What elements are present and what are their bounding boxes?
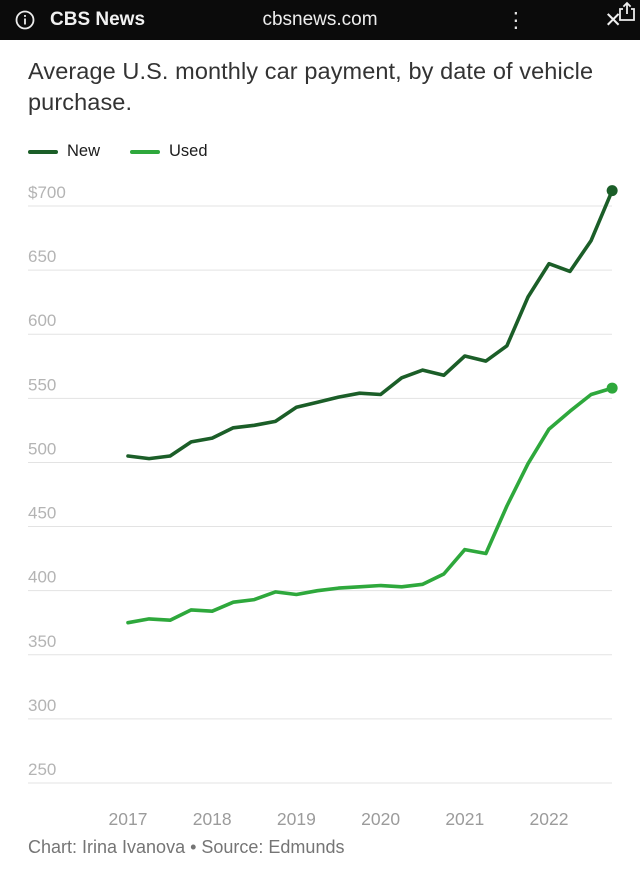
line-chart: $700 650 600 550 500 450 400 350 300 250 2017 2018 2… [28,183,618,829]
share-icon[interactable] [616,1,638,28]
series-line-used [126,386,615,625]
info-icon[interactable] [14,9,36,31]
site-name: CBS News [50,9,146,30]
y-tick-label: 250 [28,760,56,779]
x-tick-label: 2018 [193,809,232,829]
y-tick-label: 450 [28,504,56,523]
legend-item-used: Used [130,142,208,161]
y-tick-label: 300 [28,696,56,715]
legend-swatch-new [28,149,58,154]
series-line-new [126,188,615,461]
y-tick-label: 550 [28,375,56,394]
chart-credit: Chart: Irina Ivanova • Source: Edmunds [28,837,345,858]
chart-card: Average U.S. monthly car payment, by dat… [0,40,640,858]
chart-title: Average U.S. monthly car payment, by dat… [28,58,594,116]
y-tick-label: 500 [28,439,56,458]
x-tick-label: 2019 [277,809,316,829]
close-icon[interactable]: ✕ [604,8,622,32]
kebab-menu-icon[interactable]: ⋮ [505,8,527,32]
x-tick-label: 2022 [530,809,569,829]
y-tick-label: 600 [28,311,56,330]
legend-label-new: New [67,142,101,161]
legend-swatch-used [130,149,161,154]
in-app-browser-bar: CBS News cbsnews.com ⋮ ✕ [0,0,640,40]
chart-legend: New Used [0,142,640,161]
y-tick-label: 650 [28,247,56,266]
legend-item-new: New [28,142,100,161]
legend-label-used: Used [169,142,208,161]
x-tick-label: 2021 [445,809,484,829]
y-tick-label: 400 [28,568,56,587]
x-tick-label: 2017 [109,809,148,829]
series-endpoint-new [606,185,618,197]
series-endpoint-used [606,382,618,394]
y-tick-label: $700 [28,183,66,202]
x-tick-label: 2020 [361,809,400,829]
y-tick-label: 350 [28,632,56,651]
